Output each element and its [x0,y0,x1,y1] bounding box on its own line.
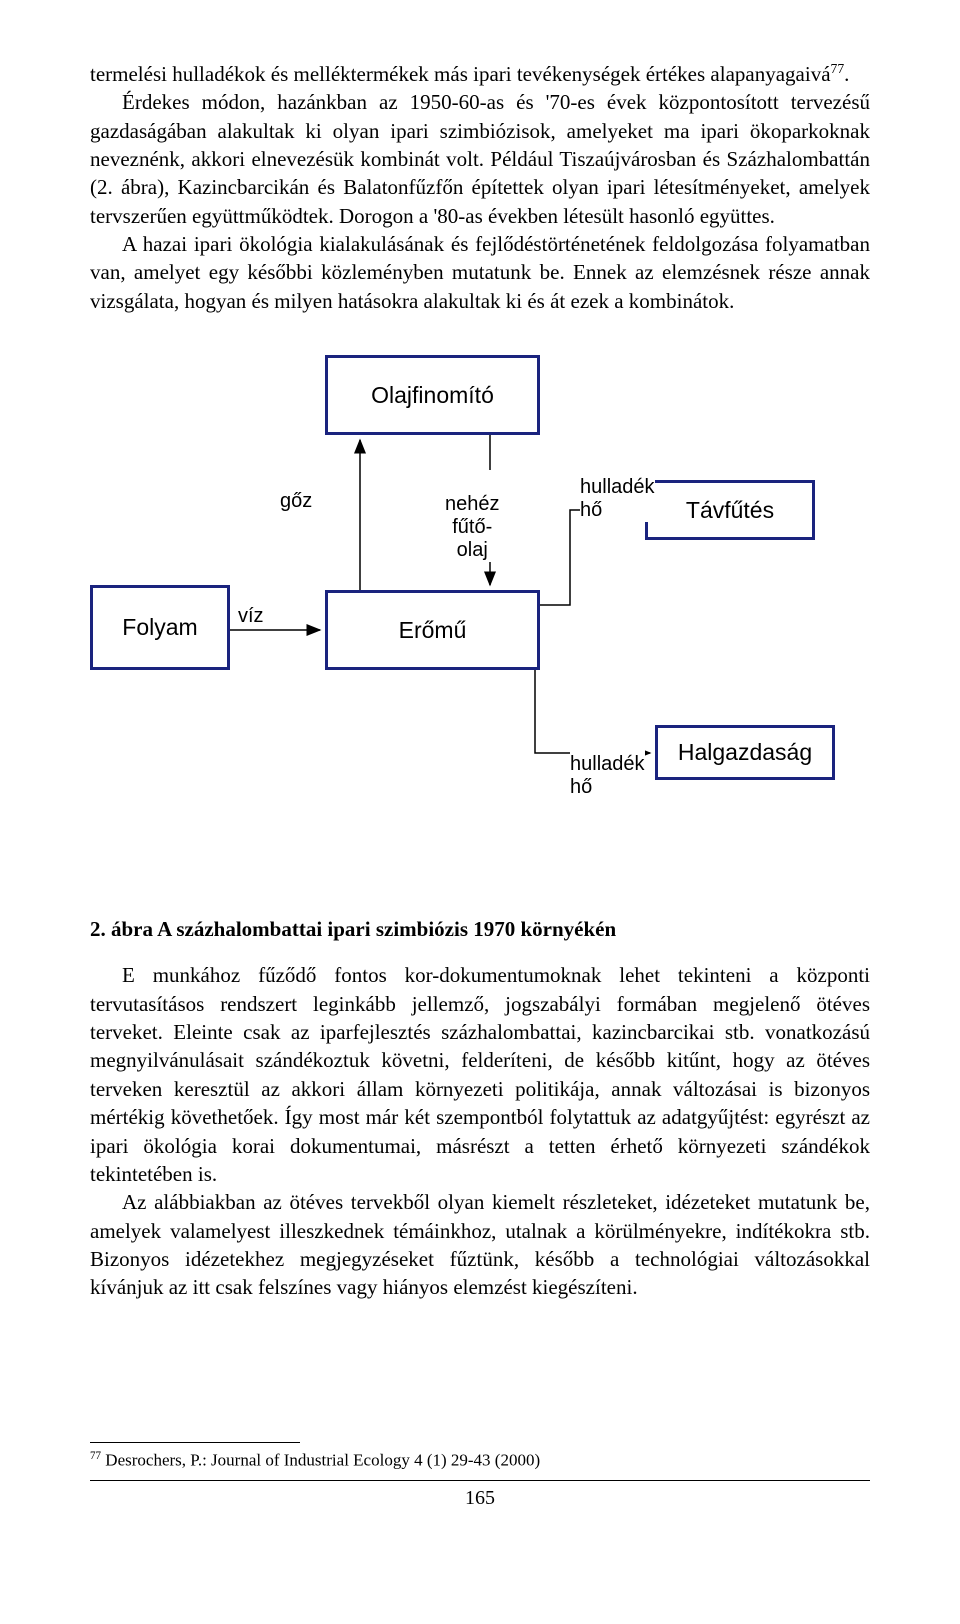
node-tavfutes-label: Távfűtés [686,495,774,526]
paragraph-4-text: E munkához fűződő fontos kor-dokumentumo… [90,963,870,1185]
paragraph-1-text: termelési hulladékok és melléktermékek m… [90,62,831,86]
node-eromu: Erőmű [325,590,540,670]
node-halgazdasag-label: Halgazdaság [678,737,812,768]
node-folyam: Folyam [90,585,230,670]
flowchart-diagram: Olajfinomító Erőmű Folyam Távfűtés Halga… [90,355,870,895]
footnote-ref-77: 77 [831,61,845,76]
edge-label-goz-text: gőz [280,490,312,512]
paragraph-3-text: A hazai ipari ökológia kialakulásának és… [90,232,870,313]
edge-label-hulladek2-text: hulladék hő [570,753,645,798]
paragraph-2-text: Érdekes módon, hazánkban az 1950-60-as é… [90,90,870,227]
edge-label-nehezfuto: nehéz fűtő- olaj [445,470,500,562]
footnote-marker: 77 [90,1450,101,1462]
node-olajfinomito: Olajfinomító [325,355,540,435]
edge-label-viz-text: víz [238,605,264,627]
edge-label-nehezfuto-text: nehéz fűtő- olaj [445,493,500,561]
page-number: 165 [90,1485,870,1512]
page-rule [90,1480,870,1481]
node-folyam-label: Folyam [122,612,197,643]
node-tavfutes: Távfűtés [645,480,815,540]
footnote-text: Desrochers, P.: Journal of Industrial Ec… [101,1450,540,1469]
node-halgazdasag: Halgazdaság [655,725,835,780]
edge-label-hulladek1-text: hulladék hő [580,476,655,521]
footnote-77: 77 Desrochers, P.: Journal of Industrial… [90,1449,870,1473]
paragraph-2: Érdekes módon, hazánkban az 1950-60-as é… [90,88,870,230]
paragraph-4: E munkához fűződő fontos kor-dokumentumo… [90,961,870,1188]
paragraph-1-tail: . [844,62,849,86]
footnote-rule [90,1442,300,1443]
node-olajfinomito-label: Olajfinomító [371,380,494,411]
node-eromu-label: Erőmű [399,615,467,646]
edge-label-viz: víz [238,605,264,628]
edge-label-hulladek1: hulladék hő [580,453,655,522]
paragraph-1: termelési hulladékok és melléktermékek m… [90,60,870,88]
edge-label-goz: gőz [280,490,312,513]
figure-caption: 2. ábra A százhalombattai ipari szimbióz… [90,915,870,943]
paragraph-3: A hazai ipari ökológia kialakulásának és… [90,230,870,315]
edge-label-hulladek2: hulladék hő [570,730,645,799]
paragraph-5-text: Az alábbiakban az ötéves tervekből olyan… [90,1190,870,1299]
paragraph-5: Az alábbiakban az ötéves tervekből olyan… [90,1188,870,1301]
